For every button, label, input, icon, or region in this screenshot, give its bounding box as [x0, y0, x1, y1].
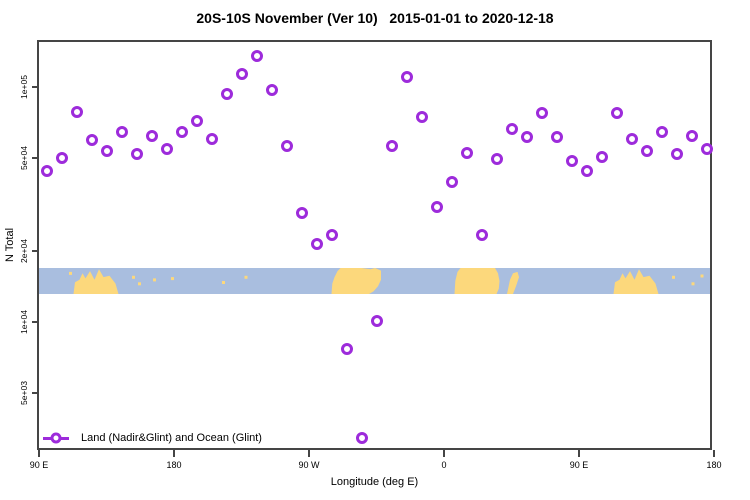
island-speck — [222, 281, 225, 284]
data-point — [490, 152, 503, 165]
data-point — [415, 111, 428, 124]
chart-title: 20S-10S November (Ver 10) 2015-01-01 to … — [196, 10, 554, 26]
island-speck — [69, 271, 72, 275]
data-point — [580, 164, 593, 177]
data-point — [190, 114, 203, 127]
data-point — [115, 125, 128, 138]
legend-line-sample — [43, 432, 69, 444]
world-map-strip — [39, 268, 710, 294]
x-tick-mark — [308, 450, 310, 457]
island-speck — [244, 275, 248, 279]
island-speck — [138, 282, 141, 286]
data-point — [430, 200, 443, 213]
data-point — [145, 129, 158, 142]
x-tick-mark — [713, 450, 715, 457]
island-speck — [171, 277, 174, 281]
x-tick-label: 180 — [166, 460, 182, 470]
data-point — [100, 144, 113, 157]
data-point — [265, 84, 278, 97]
y-tick-mark — [32, 250, 39, 253]
x-tick-label: 90 E — [569, 460, 589, 470]
data-point — [460, 146, 473, 159]
data-point — [250, 50, 263, 63]
x-tick-label: 180 — [706, 460, 722, 470]
island-speck — [132, 275, 135, 279]
y-tick-label: 5e+03 — [19, 380, 29, 405]
data-point — [160, 142, 173, 155]
data-point — [295, 207, 308, 220]
legend-label: Land (Nadir&Glint) and Ocean (Glint) — [81, 432, 262, 444]
x-tick-mark — [578, 450, 580, 457]
data-point — [85, 133, 98, 146]
plot-area: 1e+05 5e+04 2e+04 1e+04 5e+03 90 E 180 90 W 0 90 … — [19, 40, 722, 470]
data-point — [175, 125, 188, 138]
data-point — [310, 237, 323, 250]
data-point — [385, 140, 398, 153]
data-point — [595, 150, 608, 163]
data-point — [445, 175, 458, 188]
x-axis-title: Longitude (deg E) — [330, 476, 419, 488]
data-point — [505, 122, 518, 135]
y-tick-label: 1e+04 — [19, 310, 29, 334]
x-tick-mark — [38, 450, 40, 457]
x-tick-mark — [173, 450, 175, 457]
y-tick-mark — [32, 156, 39, 159]
data-point — [70, 106, 83, 119]
y-tick-label: 5e+04 — [19, 145, 29, 170]
data-point — [280, 140, 293, 153]
data-point — [55, 151, 68, 164]
y-tick-mark — [32, 86, 39, 88]
island-speck — [153, 278, 156, 282]
x-tick-label: 90 E — [29, 460, 49, 470]
island-speck — [691, 282, 695, 286]
y-axis-title: N Total — [4, 227, 16, 263]
data-point — [340, 342, 353, 355]
data-point — [475, 228, 488, 241]
data-point — [610, 107, 623, 119]
data-point — [220, 87, 233, 100]
data-point — [130, 147, 143, 160]
x-tick-label: 0 — [441, 460, 447, 470]
legend: Land (Nadir&Glint) and Ocean (Glint) — [43, 431, 262, 445]
data-point — [235, 67, 248, 80]
legend-marker-icon — [50, 432, 62, 444]
data-point — [565, 154, 578, 167]
data-point — [640, 144, 653, 157]
data-point — [670, 147, 683, 160]
data-point — [325, 228, 338, 241]
data-point — [520, 130, 533, 143]
data-point — [205, 133, 218, 146]
data-point — [370, 314, 383, 327]
land-region-madagascar — [507, 271, 519, 294]
data-point — [655, 125, 668, 138]
x-tick-label: 90 W — [298, 460, 320, 470]
x-tick-mark — [443, 450, 445, 457]
data-point — [700, 142, 713, 155]
land-region-australia — [73, 269, 119, 294]
data-point — [685, 129, 698, 142]
land-region-australia-repeat — [613, 269, 659, 294]
land-region-africa — [454, 268, 500, 294]
data-point — [40, 164, 53, 177]
land-region-south-america — [331, 268, 381, 294]
data-point — [550, 130, 563, 143]
data-point — [355, 432, 368, 445]
y-tick-mark — [32, 391, 39, 394]
y-tick-mark — [32, 321, 39, 323]
data-point — [400, 71, 413, 84]
data-point — [535, 107, 548, 119]
y-tick-label: 2e+04 — [19, 239, 29, 264]
y-tick-label: 1e+05 — [19, 75, 29, 99]
island-speck — [672, 275, 675, 279]
island-speck — [700, 274, 704, 278]
data-point — [625, 133, 638, 146]
